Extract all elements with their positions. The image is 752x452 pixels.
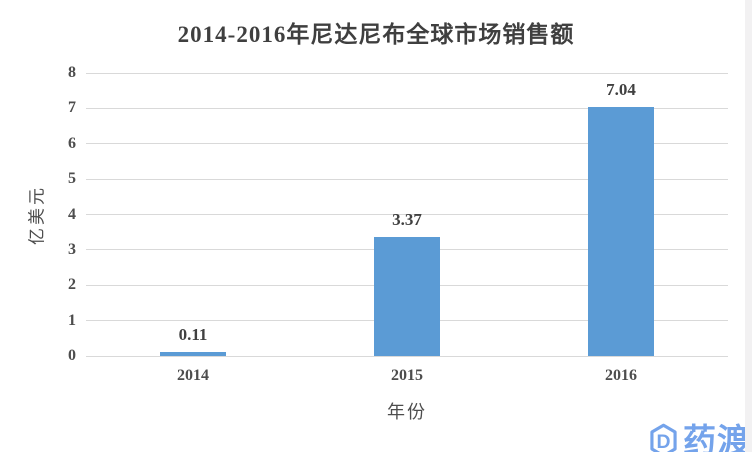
gridline (86, 178, 728, 180)
bar-2015 (374, 236, 440, 356)
gridline (86, 214, 728, 215)
y-tick-label: 7 (68, 99, 76, 117)
bar-value-label: 7.04 (606, 79, 636, 99)
y-tick-label: 8 (68, 64, 76, 81)
gridline (86, 107, 728, 109)
y-tick-label: 6 (68, 134, 76, 152)
pharmacodia-logo-icon: D (645, 422, 682, 452)
y-tick-label: 0 (68, 347, 76, 364)
edge-strip (745, 0, 752, 452)
watermark-text: 药渡 (683, 422, 751, 452)
y-tick-label: 2 (68, 276, 76, 294)
watermark: D 药渡 (645, 422, 751, 452)
svg-text:D: D (656, 431, 670, 452)
gridline (86, 355, 728, 357)
bar-2014 (160, 352, 226, 356)
gridline (86, 72, 728, 74)
y-tick-label: 1 (68, 311, 76, 329)
gridline (86, 143, 728, 145)
bar-value-label: 3.37 (392, 209, 422, 229)
chart-title: 2014-2016年尼达尼布全球市场销售额 (177, 22, 575, 47)
x-tick-label: 2014 (177, 367, 209, 384)
y-tick-label: 3 (68, 240, 76, 258)
x-axis-title: 年份 (387, 402, 427, 422)
x-tick-label: 2016 (605, 367, 637, 384)
bar-value-label: 0.11 (178, 325, 208, 345)
y-tick-label: 5 (68, 170, 76, 188)
bar-2016 (588, 106, 654, 356)
x-tick-label: 2015 (391, 367, 423, 384)
y-tick-label: 4 (68, 205, 76, 223)
plot-area: 0.11 3.37 7.04 (86, 72, 728, 357)
